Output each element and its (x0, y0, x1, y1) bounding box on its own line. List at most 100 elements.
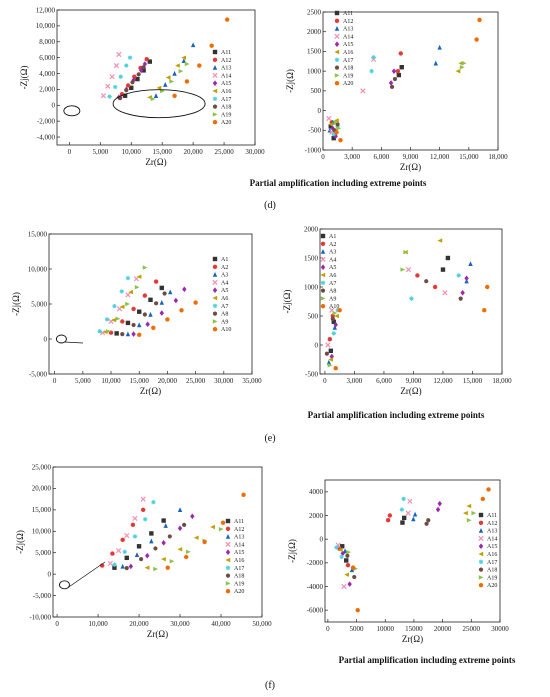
point-A11 (129, 85, 134, 91)
point-A15 (388, 80, 394, 86)
point-A14 (132, 515, 138, 522)
point-A1 (125, 320, 131, 326)
y-tick-label: 1000 (307, 67, 322, 75)
point-A8 (120, 332, 125, 337)
y-tick-label: -2,000 (37, 117, 56, 125)
caption-f: Partial amplification including extreme … (339, 655, 516, 665)
point-A16 (210, 524, 216, 530)
panel-label-e: (e) (264, 433, 275, 444)
y-tick-label: 8,000 (39, 38, 55, 46)
point-A20 (334, 130, 339, 135)
x-tick-label: 10,000 (101, 377, 121, 385)
x-tick-label: 15,000 (130, 377, 150, 385)
point-A11 (340, 544, 345, 549)
y-tick-label: 0 (48, 570, 52, 578)
point-A9 (115, 316, 121, 321)
point-A3 (148, 311, 153, 317)
y-axis-label: -Zj(Ω) (285, 69, 295, 93)
point-A10 (193, 300, 198, 305)
point-A12 (120, 537, 125, 543)
extreme-ellipse (59, 580, 70, 590)
point-A8 (324, 351, 329, 356)
legend-marker-A19 (225, 581, 231, 586)
point-A16 (177, 547, 183, 552)
legend-marker-A18 (225, 573, 231, 578)
y-axis-label: -Zj(Ω) (15, 530, 25, 554)
point-A13 (411, 516, 416, 522)
x-tick-label: 30,000 (170, 620, 190, 628)
legend-marker-A19 (212, 112, 218, 117)
point-A19 (169, 79, 175, 84)
y-tick-label: 5,000 (35, 549, 51, 557)
point-A5 (464, 275, 469, 282)
legend-marker-A10 (320, 304, 326, 309)
x-axis-label: Zr(Ω) (140, 386, 161, 396)
legend-label: A16 (234, 558, 244, 564)
legend-marker-A11 (478, 512, 484, 518)
x-tick-label: 30,000 (214, 377, 234, 385)
point-A14 (326, 115, 332, 122)
point-A12 (110, 551, 115, 556)
point-A6 (334, 313, 339, 319)
legend-label: A15 (234, 550, 244, 556)
point-A16 (161, 556, 166, 562)
y-tick-label: 5,000 (31, 300, 47, 308)
x-axis-label: Zr(Ω) (145, 157, 166, 167)
point-A1 (331, 319, 336, 324)
y-tick-label: 10,000 (28, 265, 48, 273)
y-tick-label: -500 (305, 370, 318, 378)
point-A11 (112, 565, 117, 570)
point-A14 (140, 496, 146, 502)
y-tick-label: 0 (52, 102, 56, 110)
point-A8 (131, 322, 136, 328)
point-A20 (209, 43, 214, 48)
legend-label: A5 (221, 288, 228, 294)
legend-marker-A15 (478, 543, 484, 549)
x-tick-label: 5,000 (92, 148, 108, 156)
point-A5 (159, 310, 164, 316)
point-A17 (127, 55, 133, 60)
caption-d: Partial amplification including extreme … (250, 178, 427, 188)
point-A19 (459, 65, 465, 70)
legend-marker-A13 (478, 528, 484, 533)
x-tick-label: 25,000 (186, 377, 206, 385)
legend-marker-A19 (478, 575, 484, 580)
point-A13 (149, 538, 154, 544)
point-A17 (112, 562, 117, 567)
legend-marker-A17 (334, 57, 340, 62)
point-A14 (113, 62, 120, 69)
x-axis-label: Zr(Ω) (147, 629, 168, 639)
legend-label: A20 (487, 583, 497, 589)
point-A20 (165, 565, 170, 570)
x-tick-label: 0 (55, 620, 59, 628)
extreme-ellipse (112, 89, 206, 119)
point-A8 (142, 312, 147, 317)
legend-marker-A15 (225, 549, 231, 555)
y-tick-label: 20,000 (32, 485, 52, 493)
point-A17 (143, 517, 148, 522)
legend-marker-A6 (320, 272, 326, 278)
legend-label: A12 (221, 58, 231, 64)
x-tick-label: 18,000 (492, 377, 512, 385)
point-A13 (134, 552, 140, 558)
point-A16 (193, 535, 199, 540)
point-A12 (398, 51, 403, 56)
point-A2 (327, 337, 333, 342)
point-A4 (133, 276, 140, 282)
point-A6 (128, 289, 133, 295)
legend-marker-A12 (334, 18, 340, 23)
point-A20 (172, 93, 177, 98)
legend-label: A16 (221, 89, 231, 95)
legend-label: A20 (343, 81, 353, 87)
point-A19 (169, 559, 175, 564)
legend-label: A19 (343, 73, 353, 79)
point-A5 (460, 290, 465, 296)
point-A16 (181, 55, 187, 60)
legend-label: A12 (234, 527, 244, 533)
point-A13 (120, 563, 125, 569)
legend-label: A13 (221, 66, 231, 72)
legend-label: A13 (343, 27, 353, 33)
point-A17 (371, 55, 376, 60)
legend-marker-A17 (225, 565, 231, 570)
